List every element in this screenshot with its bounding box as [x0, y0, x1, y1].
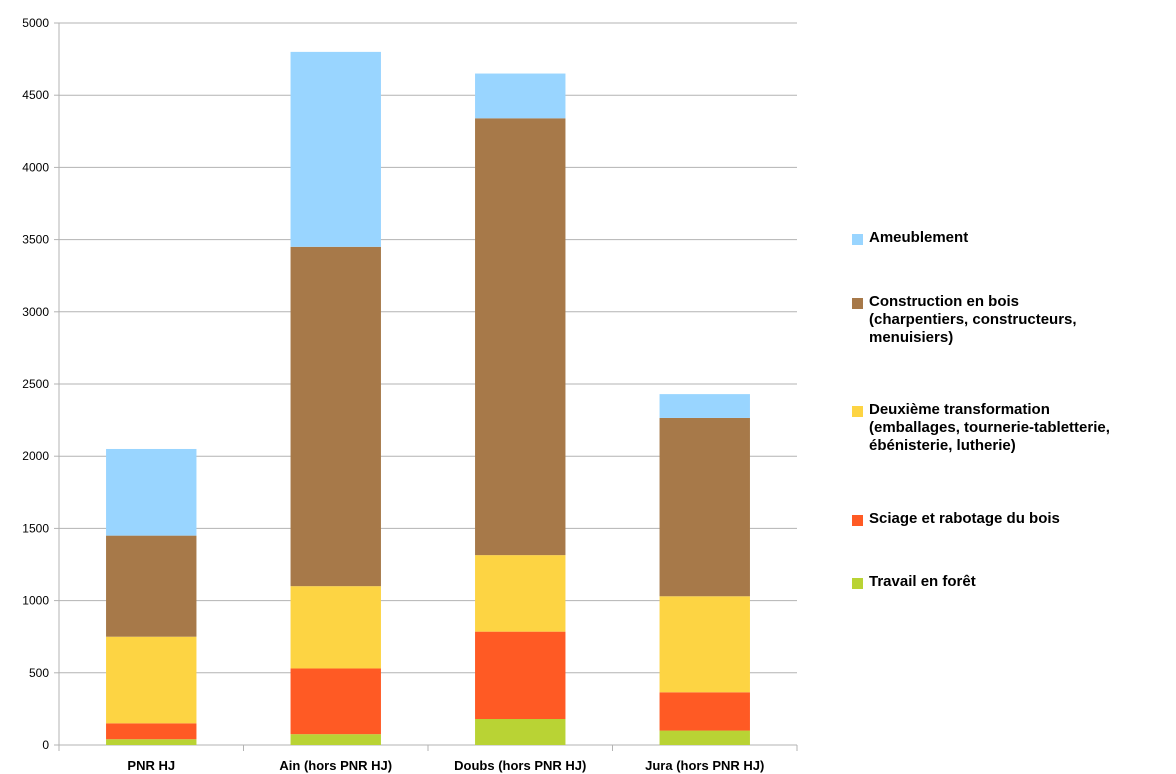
legend-swatch: [852, 298, 863, 309]
x-category-label: Jura (hors PNR HJ): [645, 758, 764, 773]
legend-swatch: [852, 234, 863, 245]
bar-segment: [106, 448, 197, 536]
bar-segment: [659, 692, 750, 731]
legend-label: Sciage et rabotage du bois: [869, 510, 1060, 527]
bar-segment: [659, 394, 750, 418]
legend-label: Ameublement: [869, 229, 969, 246]
y-tick-label: 1500: [22, 521, 49, 535]
legend-swatch: [852, 578, 863, 589]
legend-item: Ameublement: [852, 229, 968, 247]
bar-segment: [475, 118, 566, 556]
y-tick-label: 500: [29, 666, 49, 680]
legend-swatch: [852, 515, 863, 526]
bar-segment: [106, 739, 197, 745]
legend-label: Construction en bois (charpentiers, cons…: [869, 293, 1077, 346]
y-tick-label: 0: [42, 738, 49, 752]
y-tick-label: 2000: [22, 449, 49, 463]
legend-item: Construction en bois (charpentiers, cons…: [852, 293, 1077, 347]
bar-segment: [106, 535, 197, 637]
bar-segment: [475, 555, 566, 632]
y-tick-label: 4000: [22, 160, 49, 174]
y-tick-label: 3000: [22, 305, 49, 319]
y-tick-label: 4500: [22, 88, 49, 102]
bar-segment: [290, 586, 381, 669]
bar-segment: [475, 631, 566, 720]
legend-swatch: [852, 406, 863, 417]
y-tick-label: 5000: [22, 16, 49, 30]
y-tick-label: 2500: [22, 377, 49, 391]
bar-segment: [106, 723, 197, 740]
legend-item: Travail en forêt: [852, 573, 976, 591]
x-category-label: Doubs (hors PNR HJ): [454, 758, 586, 773]
legend-label: Travail en forêt: [869, 573, 976, 590]
bar-segment: [290, 668, 381, 735]
bar-segment: [290, 246, 381, 587]
legend-label: Deuxième transformation (emballages, tou…: [869, 401, 1110, 454]
bar-segment: [659, 730, 750, 745]
y-tick-label: 3500: [22, 233, 49, 247]
legend-item: Deuxième transformation (emballages, tou…: [852, 401, 1110, 455]
x-category-label: Ain (hors PNR HJ): [279, 758, 392, 773]
bar-segment: [475, 73, 566, 119]
bar-segment: [290, 51, 381, 247]
y-tick-label: 1000: [22, 594, 49, 608]
bar-segment: [106, 636, 197, 724]
legend-item: Sciage et rabotage du bois: [852, 510, 1060, 528]
bar-segment: [659, 417, 750, 597]
bar-segment: [290, 734, 381, 745]
bar-segment: [475, 719, 566, 745]
x-category-label: PNR HJ: [127, 758, 175, 773]
bar-segment: [659, 596, 750, 693]
